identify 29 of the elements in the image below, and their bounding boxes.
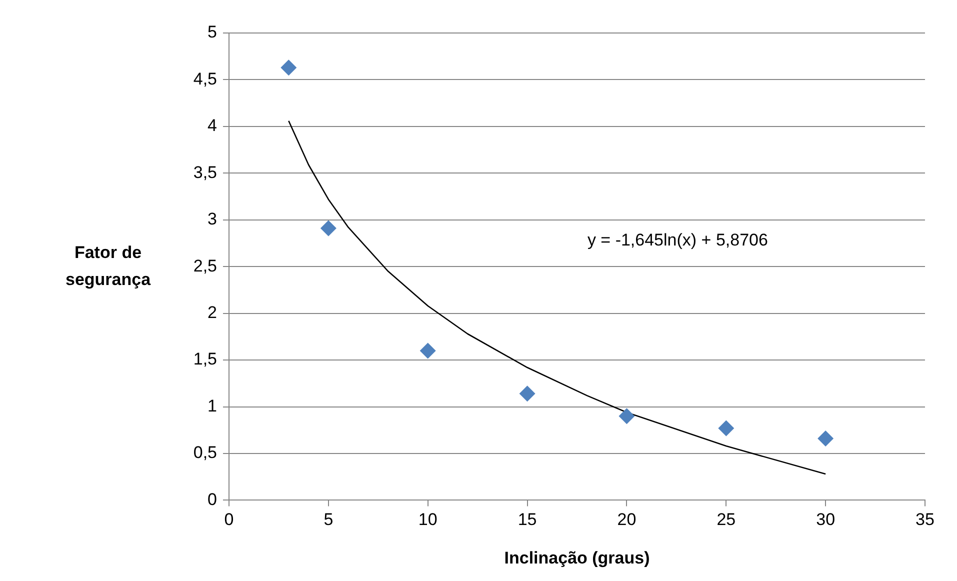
point xyxy=(519,386,536,402)
y-tick-label: 1,5 xyxy=(193,350,217,369)
point xyxy=(818,430,834,447)
point xyxy=(280,60,297,76)
x-axis-title: Inclinação (graus) xyxy=(504,548,650,568)
x-tick-label: 35 xyxy=(916,510,934,530)
y-tick-label: 0 xyxy=(208,490,217,509)
x-tick-label: 20 xyxy=(617,510,636,530)
y-tick-label: 3 xyxy=(208,210,217,229)
x-tick-label: 0 xyxy=(224,510,234,530)
y-tick-label: 3,5 xyxy=(193,162,217,182)
y-tick-label: 2 xyxy=(208,303,217,322)
x-tick-label: 30 xyxy=(816,510,836,530)
annotation: y = -1,645ln(x) + 5,8706 xyxy=(587,230,768,250)
x-tick-label: 15 xyxy=(518,510,537,530)
point xyxy=(618,408,635,424)
point xyxy=(320,220,336,236)
y-tick-label: 4,5 xyxy=(193,69,217,88)
y-tick-label: 5 xyxy=(208,22,217,42)
y-tick-label: 1 xyxy=(208,396,217,416)
x-tick-label: 5 xyxy=(324,510,334,530)
y-axis-title: Fator de segurança xyxy=(65,242,152,289)
y-tick-label: 0,5 xyxy=(193,443,217,462)
x-tick-label: 10 xyxy=(418,510,438,530)
x-tick-label: 25 xyxy=(716,510,736,530)
point xyxy=(420,342,436,359)
y-tick-label: 2,5 xyxy=(193,256,217,276)
point xyxy=(718,420,734,436)
y-tick-label: 4 xyxy=(208,116,217,136)
